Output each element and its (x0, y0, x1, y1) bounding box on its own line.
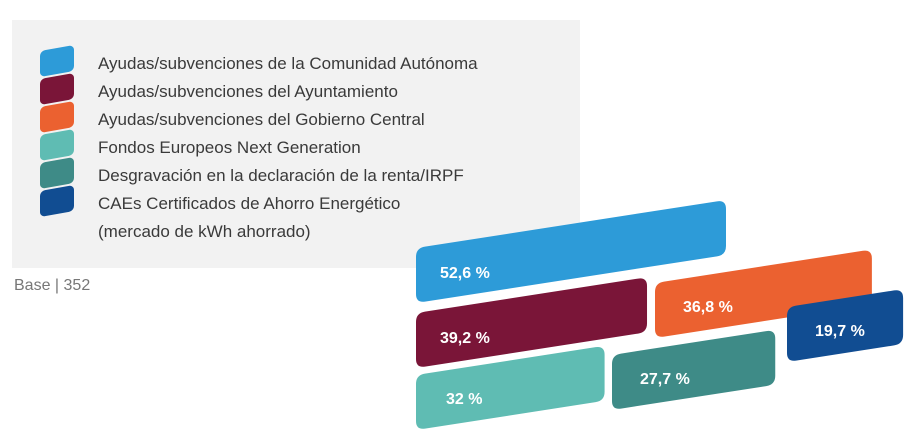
bar (416, 201, 726, 302)
bar (416, 278, 648, 367)
bar-value-label: 19,7 % (815, 323, 865, 340)
legend: Ayudas/subvenciones de la Comunidad Autó… (12, 20, 580, 268)
bar (655, 250, 872, 337)
legend-item-gobierno-central: Ayudas/subvenciones del Gobierno Central (40, 101, 570, 133)
legend-item-caes: CAEs Certificados de Ahorro Energético (… (40, 185, 570, 244)
legend-label: Ayudas/subvenciones del Ayuntamiento (98, 82, 398, 101)
legend-item-ayuntamiento: Ayudas/subvenciones del Ayuntamiento (40, 73, 570, 105)
legend-label: Ayudas/subvenciones del Gobierno Central (98, 110, 425, 129)
bar-value-label: 36,8 % (683, 299, 733, 316)
legend-label-continued: (mercado de kWh ahorrado) (98, 222, 311, 241)
legend-label: Ayudas/subvenciones de la Comunidad Autó… (98, 54, 478, 73)
bar-value-label: 27,7 % (640, 371, 690, 388)
legend-item-irpf: Desgravación en la declaración de la ren… (40, 157, 570, 189)
bar (787, 290, 904, 361)
legend-item-next-generation: Fondos Europeos Next Generation (40, 129, 570, 161)
legend-label: CAEs Certificados de Ahorro Energético (98, 194, 401, 213)
legend-item-comunidad: Ayudas/subvenciones de la Comunidad Autó… (40, 45, 570, 77)
bar-value-label: 32 % (446, 391, 482, 408)
legend-label: Fondos Europeos Next Generation (98, 138, 361, 157)
bar (416, 346, 605, 429)
legend-label: Desgravación en la declaración de la ren… (98, 166, 464, 185)
bar-value-label: 52,6 % (440, 265, 490, 282)
bar (612, 330, 776, 409)
base-note: Base | 352 (14, 277, 91, 294)
bar-value-label: 39,2 % (440, 330, 490, 347)
